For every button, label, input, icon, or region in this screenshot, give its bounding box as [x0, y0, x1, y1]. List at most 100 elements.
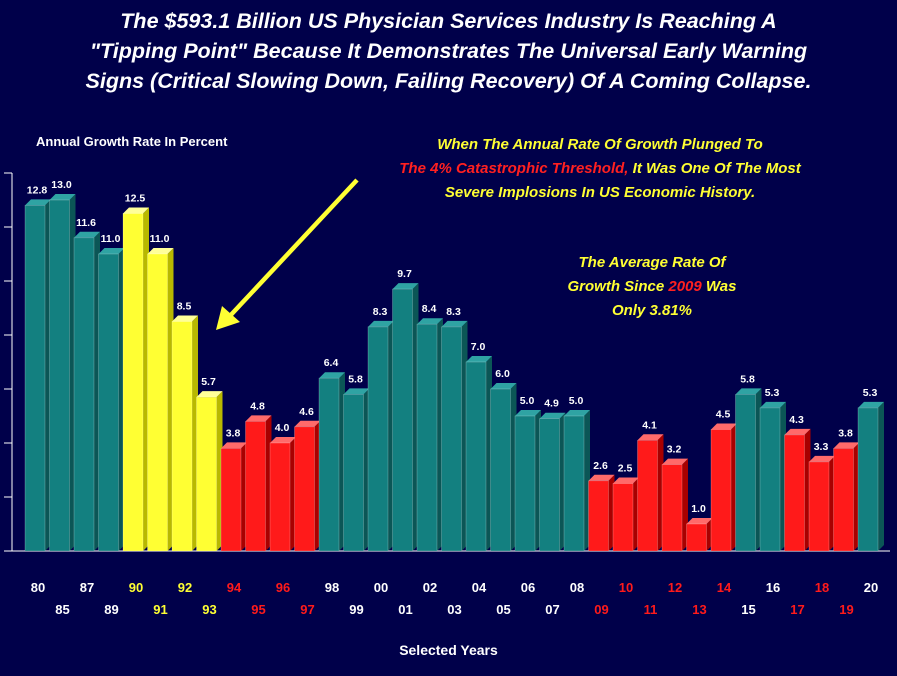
value-label: 3.3 [814, 441, 829, 453]
value-label: 8.4 [422, 303, 437, 315]
x-tick-label: 89 [104, 602, 118, 617]
bar-front [563, 415, 585, 552]
bar-front [612, 483, 634, 552]
annotation-average-line-3: Only 3.81% [611, 302, 693, 319]
bar-top [319, 372, 345, 379]
value-label: 3.2 [667, 444, 682, 456]
x-axis-label: Selected Years [399, 642, 498, 658]
x-tick-label: 01 [398, 602, 412, 617]
value-label: 5.3 [765, 387, 780, 399]
bar [122, 207, 149, 552]
bar-front [759, 407, 781, 552]
x-tick-label: 80 [31, 580, 45, 595]
value-label: 5.0 [520, 395, 535, 407]
bar-top [809, 455, 835, 462]
annotation-threshold-line-1: When The Annual Rate Of Growth Plunged T… [437, 136, 763, 153]
value-label: 4.1 [642, 419, 657, 431]
bar [514, 410, 541, 552]
bar-top [294, 420, 321, 427]
annotation-threshold-rest: It Was One Of The Most [628, 160, 801, 177]
bar-top [466, 356, 492, 362]
x-tick-label: 17 [790, 602, 804, 617]
bar-top [564, 410, 590, 416]
bar-front [710, 429, 732, 552]
value-label: 12.5 [125, 193, 146, 205]
bar-top [490, 383, 517, 389]
bar-top [25, 199, 51, 206]
bar-front [122, 213, 144, 552]
value-label: 11.0 [101, 233, 121, 245]
value-label: 6.4 [324, 357, 339, 369]
x-tick-label: 11 [644, 602, 658, 617]
bar-top [637, 434, 664, 441]
x-tick-label: 87 [80, 580, 94, 595]
bar [269, 437, 296, 552]
bar [612, 477, 639, 552]
bar [539, 412, 566, 552]
value-label: 7.0 [471, 341, 486, 353]
bar [416, 318, 443, 552]
bar [24, 199, 51, 552]
x-tick-label: 97 [300, 602, 314, 617]
x-tick-label: 03 [447, 602, 461, 617]
bar-front [220, 448, 242, 552]
bar [245, 415, 272, 552]
bar [49, 194, 76, 552]
value-label: 2.6 [593, 460, 608, 472]
bar-top [172, 315, 198, 322]
bar-top [49, 194, 76, 200]
bar [465, 356, 492, 552]
arrow-shaft [226, 178, 359, 320]
x-tick-label: 90 [129, 580, 143, 595]
bar-top [221, 442, 247, 449]
x-tick-label: 12 [668, 580, 682, 595]
title-line-3: Signs (Critical Slowing Down, Failing Re… [85, 69, 812, 93]
x-tick-label: 10 [619, 580, 633, 595]
bar-top [735, 388, 762, 395]
bar-front [343, 394, 364, 552]
x-tick-label: 94 [227, 580, 242, 595]
x-tick-label: 96 [276, 580, 290, 595]
bar-front [661, 464, 683, 552]
value-label: 3.8 [226, 427, 241, 439]
bar-front [686, 523, 707, 552]
bar-top [711, 423, 737, 430]
bar [710, 423, 737, 552]
bar-top [245, 415, 272, 422]
value-label: 4.5 [716, 409, 731, 421]
annotation-threshold-line-2: The 4% Catastrophic Threshold, It Was On… [320, 157, 880, 181]
y-axis-label: Annual Growth Rate In Percent [36, 134, 228, 149]
bar-front [392, 288, 413, 552]
bar-top [368, 320, 394, 327]
annotation-average-post: Was [701, 278, 737, 295]
bar [367, 320, 394, 552]
value-label: 12.8 [27, 184, 48, 196]
bar [98, 248, 125, 552]
x-tick-label: 00 [374, 580, 388, 595]
bar [392, 283, 419, 552]
bar [490, 383, 517, 552]
bar-front [98, 253, 119, 552]
bar-front [245, 421, 266, 552]
x-tick-label: 09 [594, 602, 608, 617]
bar [73, 231, 100, 552]
bar-top [147, 248, 174, 254]
annotation-average-year: 2009 [668, 278, 702, 295]
bar [808, 455, 835, 552]
bar [759, 401, 786, 552]
value-label: 3.8 [838, 427, 853, 439]
value-label: 1.0 [691, 503, 706, 515]
bar-front [833, 448, 854, 552]
bar-top [539, 412, 566, 419]
bar-front [367, 326, 389, 552]
value-label: 13.0 [51, 179, 72, 191]
bar [735, 388, 762, 552]
bar [318, 372, 345, 552]
x-tick-labels-group: 80 85 87 89 90 91 92 93 94 95 96 97 98 99 00 01 02 03 04 05… [31, 580, 878, 617]
bar-front [318, 377, 340, 552]
annotation-average: The Average Rate Of Growth Since 2009 Wa… [520, 251, 784, 323]
value-label: 4.3 [789, 414, 804, 426]
bar-front [441, 326, 462, 552]
value-label: 4.9 [544, 398, 559, 410]
value-labels-group: 12.8 13.0 11.6 11.0 12.5 11.0 8.5 5.7 3.8 4.8 4.0 4… [27, 179, 878, 515]
